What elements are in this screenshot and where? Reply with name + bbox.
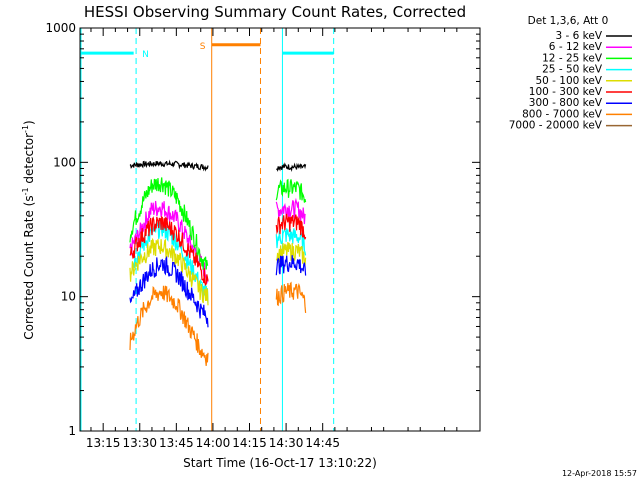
series-line-7-seg2 [275,281,307,313]
y-tick-label-0: 1 [68,424,76,438]
legend-label-4: 50 - 100 keV [535,75,602,87]
x-tick-label-2: 13:45 [159,436,194,450]
x-tick-label-6: 14:45 [305,436,340,450]
series-line-0-seg2 [276,162,307,173]
legend-label-1: 6 - 12 keV [549,41,603,53]
series-line-0-seg1 [129,159,209,172]
legend-label-2: 12 - 25 keV [542,52,603,64]
plot-area: NS [79,27,481,432]
legend-title: Det 1,3,6, Att 0 [528,15,609,27]
x-tick-label-0: 13:15 [86,436,121,450]
y-axis-label-end: ) [22,120,36,125]
y-axis-label-main: Corrected Count Rate (s [22,195,36,339]
x-tick-label-1: 13:30 [122,436,157,450]
y-tick-label-3: 1000 [45,21,76,35]
y-axis-label-sup2: -1 [21,125,30,133]
marker-label-0: N [142,50,149,60]
y-tick-label-1: 10 [61,290,76,304]
y-tick-label-2: 100 [53,155,76,169]
legend-label-7: 800 - 7000 keV [522,108,603,120]
legend-label-8: 7000 - 20000 keV [509,120,603,132]
series-line-4-seg1 [129,237,209,306]
series-line-6-seg2 [275,255,307,276]
y-axis: 1 10 100 1000 [45,21,480,438]
series-line-5-seg1 [129,215,209,287]
marker-lines: NS [80,28,335,431]
x-tick-label-4: 14:15 [232,436,267,450]
plot-frame [79,27,481,432]
series-line-2-seg1 [129,177,209,270]
y-axis-label-sup1: -1 [21,187,30,195]
series-group [129,159,307,366]
x-axis: 13:15 13:30 13:45 14:00 14:15 14:30 14:45 [86,28,458,450]
legend-label-0: 3 - 6 keV [555,30,602,42]
legend-label-6: 300 - 800 keV [529,97,603,109]
series-line-5-seg2 [275,213,307,240]
series-line-7-seg1 [129,285,209,366]
series-line-6-seg1 [129,255,209,328]
y-axis-label: Corrected Count Rate (s-1 detector-1) [21,120,36,339]
x-axis-label: Start Time (16-Oct-17 13:10:22) [183,456,377,470]
marker-label-1: S [200,42,206,52]
x-tick-label-3: 14:00 [196,436,231,450]
timestamp: 12-Apr-2018 15:57 [562,469,637,478]
legend-label-5: 100 - 300 keV [529,86,603,98]
chart-title: HESSI Observing Summary Count Rates, Cor… [84,3,466,21]
x-tick-label-5: 14:30 [269,436,304,450]
series-line-2-seg2 [275,178,307,203]
y-axis-label-mid: detector [22,133,36,188]
legend-label-3: 25 - 50 keV [542,64,603,76]
